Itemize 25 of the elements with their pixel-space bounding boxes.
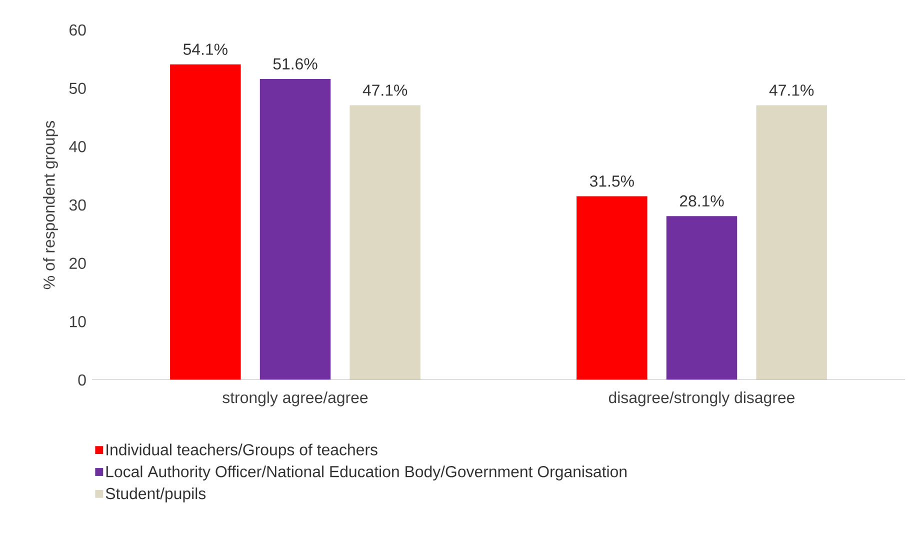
bar [576, 196, 648, 380]
y-tick-label: 10 [70, 316, 86, 328]
legend-label: Individual teachers/Groups of teachers [106, 444, 378, 459]
bar [666, 216, 738, 380]
data-label: 47.1% [362, 84, 408, 96]
bar [350, 105, 420, 380]
data-label: 47.1% [769, 84, 814, 96]
x-tick-label: disagree/strongly disagree [608, 391, 794, 406]
y-tick-label: 50 [69, 82, 86, 94]
legend-label: Local Authority Officer/National Education Body/Government Organisation [106, 466, 626, 480]
y-tick-label: 20 [70, 258, 86, 269]
y-tick-label: 0 [78, 374, 86, 386]
legend-label: Student/pupils [106, 488, 206, 502]
data-label: 31.5% [590, 175, 634, 187]
y-tick-label: 60 [70, 24, 86, 36]
bar [756, 105, 827, 380]
y-tick-label: 30 [69, 199, 86, 211]
data-label: 54.1% [183, 44, 228, 55]
data-label: 28.1% [680, 195, 724, 207]
bar [260, 79, 331, 380]
bar [170, 64, 241, 380]
y-tick-label: 40 [69, 141, 86, 152]
x-tick-label: strongly agree/agree [222, 391, 368, 406]
y-axis-title: % of respondent groups [43, 120, 58, 290]
data-label: 51.6% [273, 58, 318, 70]
